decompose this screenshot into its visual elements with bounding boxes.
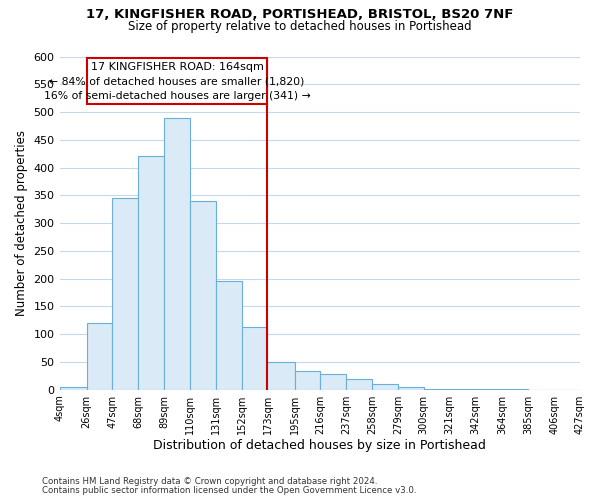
Text: 17, KINGFISHER ROAD, PORTISHEAD, BRISTOL, BS20 7NF: 17, KINGFISHER ROAD, PORTISHEAD, BRISTOL…	[86, 8, 514, 20]
Text: 16% of semi-detached houses are larger (341) →: 16% of semi-detached houses are larger (…	[44, 91, 310, 101]
Text: Size of property relative to detached houses in Portishead: Size of property relative to detached ho…	[128, 20, 472, 33]
FancyBboxPatch shape	[86, 58, 268, 104]
Text: ← 84% of detached houses are smaller (1,820): ← 84% of detached houses are smaller (1,…	[49, 76, 305, 86]
Bar	[216, 282, 242, 390]
Bar	[138, 156, 164, 390]
Bar	[398, 387, 424, 390]
Bar	[268, 362, 295, 390]
Bar	[59, 387, 86, 390]
Bar	[295, 371, 320, 390]
Y-axis label: Number of detached properties: Number of detached properties	[15, 130, 28, 316]
Bar	[502, 389, 529, 390]
Bar	[475, 389, 502, 390]
X-axis label: Distribution of detached houses by size in Portishead: Distribution of detached houses by size …	[154, 440, 486, 452]
Bar	[190, 201, 216, 390]
Bar	[164, 118, 190, 390]
Bar	[372, 384, 398, 390]
Bar	[346, 378, 372, 390]
Text: 17 KINGFISHER ROAD: 164sqm: 17 KINGFISHER ROAD: 164sqm	[91, 62, 263, 72]
Bar	[449, 389, 475, 390]
Bar	[424, 388, 449, 390]
Bar	[242, 327, 268, 390]
Text: Contains HM Land Registry data © Crown copyright and database right 2024.: Contains HM Land Registry data © Crown c…	[42, 477, 377, 486]
Text: Contains public sector information licensed under the Open Government Licence v3: Contains public sector information licen…	[42, 486, 416, 495]
Bar	[320, 374, 346, 390]
Bar	[112, 198, 138, 390]
Bar	[86, 323, 112, 390]
